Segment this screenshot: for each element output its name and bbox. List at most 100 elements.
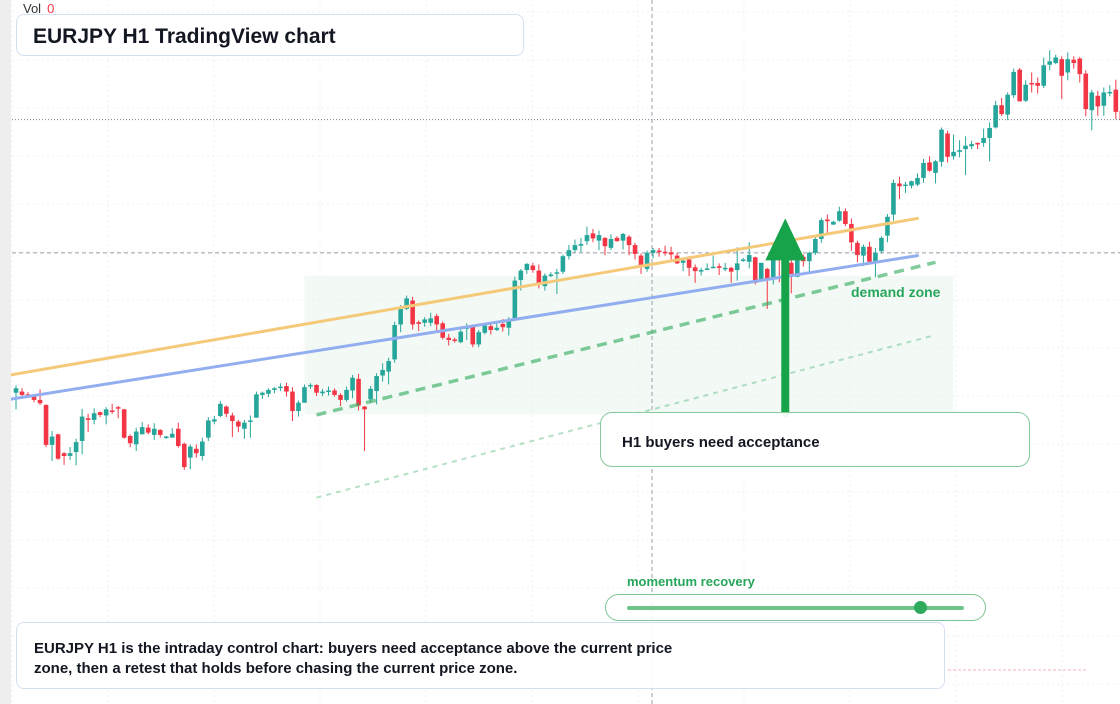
candle [157,429,163,438]
candle-body [939,129,944,162]
candle-body [242,422,247,429]
candle [145,424,151,435]
candle [248,415,253,438]
candle-body [662,251,668,254]
candle [921,159,926,183]
candle [290,387,295,422]
candle-body [1041,65,1047,86]
candle [957,140,962,158]
candle-body [963,145,968,150]
volume-readout: Vol 0 [23,1,54,16]
momentum-slider[interactable] [605,594,986,621]
candle-body [788,262,794,274]
candle-body [224,406,229,414]
candle-body [590,233,596,239]
chart-title: EURJPY H1 TradingView chart [33,25,336,48]
candle-body [157,429,163,435]
candle [49,431,55,461]
candle [596,230,602,251]
candle-body [31,394,37,400]
candle [963,136,968,176]
candle [85,413,91,433]
candle-body [927,162,932,171]
candle-body [410,300,415,325]
candle [632,242,638,260]
candle [650,247,656,259]
candle [362,406,367,451]
candle-body [1053,57,1059,64]
candle [722,262,728,272]
candle [284,382,289,397]
candle [163,435,169,439]
volume-value: 0 [47,1,55,16]
candle [260,391,265,399]
candle [524,262,530,274]
candle-body [921,162,926,178]
candle [43,404,49,448]
candle-body [446,337,452,340]
candle [602,237,608,256]
candle-body [1005,94,1010,115]
candle [398,305,403,333]
candle-body [1035,83,1040,86]
candle-body [320,391,325,394]
candle [1059,56,1065,100]
candle-body [482,325,488,333]
candle [909,180,914,189]
candle [620,232,626,250]
candle [266,388,271,398]
candle-body [1029,83,1034,85]
candle-body [704,268,710,270]
candle [578,237,584,253]
candle [79,408,85,455]
candle [987,122,992,162]
candle-body [722,267,728,270]
candle-body [452,339,458,341]
acceptance-callout: H1 buyers need acceptance [600,412,1030,467]
candle-body [308,384,313,387]
candle [133,427,139,451]
candle [127,434,133,448]
candle [903,181,908,193]
candle-body [500,323,506,328]
candle [236,419,241,433]
candle-body [254,394,259,418]
candle [187,444,193,470]
candle [891,179,896,221]
candle-body [716,266,722,268]
candle-body [849,223,854,243]
candle-body [1065,59,1071,73]
candle-body [891,182,896,215]
candle [1035,77,1040,94]
candle-body [746,255,752,262]
candle [326,386,331,396]
candle-body [109,410,115,412]
momentum-knob[interactable] [914,601,928,614]
candle-body [212,419,217,422]
candle-body [951,151,956,157]
candle [614,236,620,242]
candle [151,423,157,440]
candle [1047,50,1053,71]
candle [344,386,349,402]
candle [230,412,235,438]
candle [692,264,698,283]
candle [374,373,379,405]
candle-body [290,391,295,412]
candle-body [1113,89,1119,112]
candle [410,296,415,330]
candle [879,236,884,254]
candle-body [764,268,770,279]
candle [494,322,500,332]
candle-body [61,453,67,456]
candle-body [67,453,73,456]
candle [380,363,385,382]
candle-body [584,235,590,242]
candle [662,245,668,256]
candle [1095,90,1101,116]
candle [638,253,644,274]
candle-body [260,392,265,395]
candle [386,357,391,385]
candle [224,405,229,418]
